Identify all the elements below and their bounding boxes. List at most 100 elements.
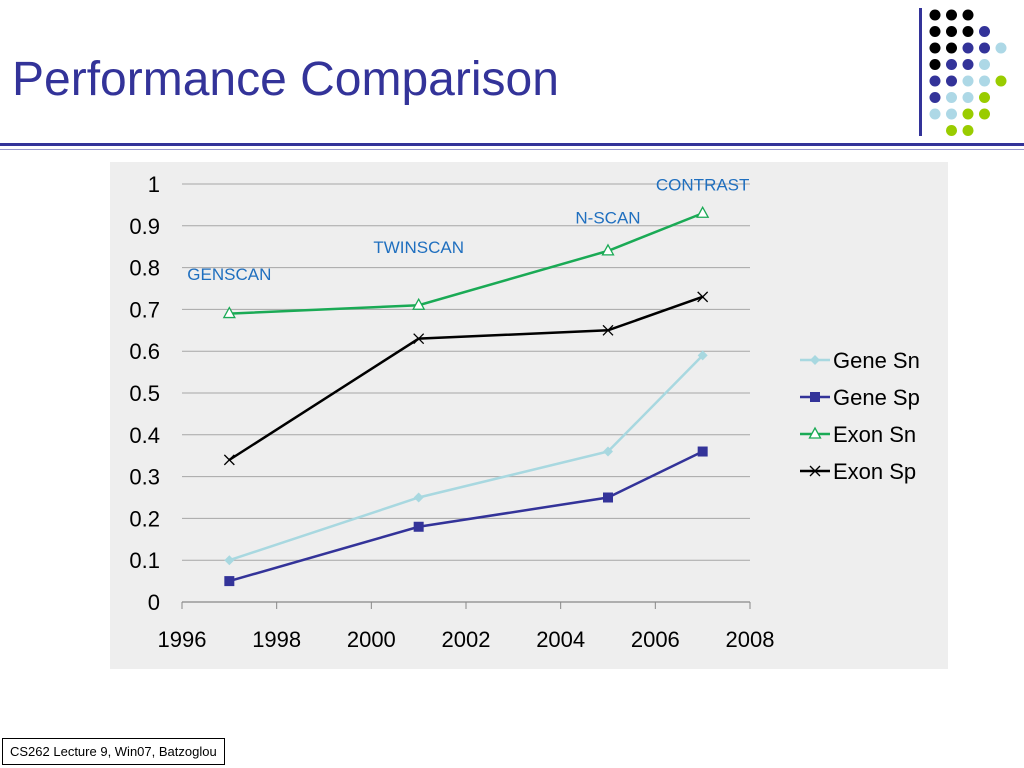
- decor-dot: [979, 26, 990, 37]
- decor-dot: [946, 42, 957, 54]
- decor-dot: [962, 59, 974, 70]
- series-line-gene-sp: [228, 450, 704, 583]
- series-exon-sp: [223, 291, 709, 466]
- decor-dot: [929, 59, 941, 70]
- decor-dot: [962, 9, 974, 21]
- decor-dot: [946, 59, 957, 70]
- annotations: GENSCAN TWINSCAN N-SCAN CONTRAST: [187, 175, 749, 284]
- legend-label: Gene Sn: [833, 348, 920, 373]
- data-point-gene-sn: [603, 446, 613, 457]
- data-point-exon-sp: [413, 333, 425, 345]
- legend-label: Gene Sp: [833, 385, 920, 410]
- tick-labels: 0 0.1 0.2 0.3 0.4 0.5 0.6 0.7 0.8 0.9 1 1996 1998 200…: [129, 172, 774, 652]
- x-tick-label: 2000: [347, 627, 396, 652]
- data-point-exon-sn: [696, 205, 710, 218]
- decor-dot: [929, 9, 941, 21]
- x-tick-label: 2004: [536, 627, 585, 652]
- legend-item-gene-sn: Gene Sn: [800, 348, 920, 373]
- data-point-exon-sp: [602, 324, 614, 336]
- x-tick-label: 2006: [631, 627, 680, 652]
- data-point-gene-sn: [413, 492, 424, 503]
- decor-dot: [995, 42, 1007, 54]
- y-tick-label: 0.1: [129, 548, 160, 573]
- chart-background: [110, 162, 948, 669]
- decor-dot: [962, 75, 974, 87]
- decor-dot: [929, 108, 941, 120]
- decor-dot: [946, 108, 957, 120]
- y-tick-label: 0.8: [129, 256, 160, 281]
- data-point-gene-sp: [413, 521, 424, 532]
- line-chart: 0 0.1 0.2 0.3 0.4 0.5 0.6 0.7 0.8 0.9 1 1996 1998 200…: [110, 162, 948, 669]
- decor-dot: [962, 125, 974, 136]
- title-vertical-rule: [919, 8, 922, 136]
- series-line-exon-sp: [228, 295, 704, 461]
- y-tick-label: 0.9: [129, 214, 160, 239]
- decor-dot: [929, 26, 941, 37]
- decor-dot: [979, 42, 990, 54]
- decor-dot: [946, 9, 957, 21]
- decor-dot: [929, 75, 941, 87]
- legend-item-exon-sn: Exon Sn: [800, 422, 916, 447]
- y-tick-label: 0.4: [129, 423, 160, 448]
- series-gene-sp: [224, 446, 708, 587]
- legend-item-gene-sp: Gene Sp: [800, 385, 920, 410]
- decor-dot: [995, 75, 1007, 87]
- decor-dot: [962, 26, 974, 37]
- series-exon-sn: [222, 205, 710, 319]
- slide-title: Performance Comparison: [12, 53, 559, 106]
- decor-dot: [979, 108, 990, 120]
- data-point-gene-sn: [224, 555, 235, 566]
- legend-label: Exon Sp: [833, 459, 916, 484]
- decor-dot: [962, 42, 974, 54]
- decor-dot: [946, 75, 957, 87]
- series-line-gene-sn: [228, 354, 704, 562]
- x-tick-label: 1996: [158, 627, 207, 652]
- y-tick-label: 0: [148, 590, 160, 615]
- decor-dot: [929, 92, 941, 103]
- decor-dot: [946, 125, 957, 136]
- data-point-gene-sn: [697, 350, 708, 361]
- data-point-gene-sp: [603, 492, 613, 503]
- legend-marker: [810, 392, 820, 402]
- decor-dot: [979, 92, 990, 103]
- decor-dot: [946, 26, 957, 37]
- y-tick-label: 1: [148, 172, 160, 197]
- x-tick-label: 2002: [442, 627, 491, 652]
- axes: [181, 601, 751, 609]
- series-line-exon-sn: [229, 212, 704, 315]
- data-point-exon-sn: [222, 306, 236, 319]
- annotation-label: GENSCAN: [187, 265, 271, 284]
- y-tick-label: 0.7: [129, 297, 160, 322]
- chart-container: 0 0.1 0.2 0.3 0.4 0.5 0.6 0.7 0.8 0.9 1 1996 1998 200…: [110, 162, 948, 669]
- decor-dot: [979, 75, 990, 87]
- title-underline: [0, 143, 1024, 146]
- data-point-exon-sn: [601, 243, 615, 256]
- data-point-gene-sp: [697, 446, 708, 457]
- y-tick-label: 0.6: [129, 339, 160, 364]
- legend-marker: [810, 355, 820, 365]
- y-tick-label: 0.5: [129, 381, 160, 406]
- decor-dot: [979, 59, 990, 70]
- data-point-gene-sp: [224, 576, 235, 587]
- decor-dot: [929, 42, 941, 54]
- data-point-exon-sn: [412, 297, 426, 310]
- series-gene-sn: [224, 350, 708, 566]
- y-tick-label: 0.2: [129, 506, 160, 531]
- x-tick-label: 1998: [252, 627, 301, 652]
- annotation-label: TWINSCAN: [373, 238, 464, 257]
- gridlines: [182, 183, 750, 561]
- legend-label: Exon Sn: [833, 422, 916, 447]
- data-point-exon-sp: [697, 291, 709, 303]
- annotation-label: CONTRAST: [656, 175, 750, 194]
- legend-marker: [809, 465, 821, 477]
- title-underline-thin: [0, 149, 1024, 150]
- series-group: [222, 205, 710, 587]
- decor-dot: [962, 92, 974, 103]
- legend-marker: [808, 426, 822, 439]
- data-point-exon-sp: [223, 454, 235, 466]
- annotation-label: N-SCAN: [575, 209, 640, 228]
- footer-citation: CS262 Lecture 9, Win07, Batzoglou: [2, 738, 225, 765]
- decor-dot: [946, 92, 957, 103]
- x-tick-label: 2008: [726, 627, 775, 652]
- legend: Gene Sn Gene Sp Exon Sn Exon Sp: [800, 348, 920, 484]
